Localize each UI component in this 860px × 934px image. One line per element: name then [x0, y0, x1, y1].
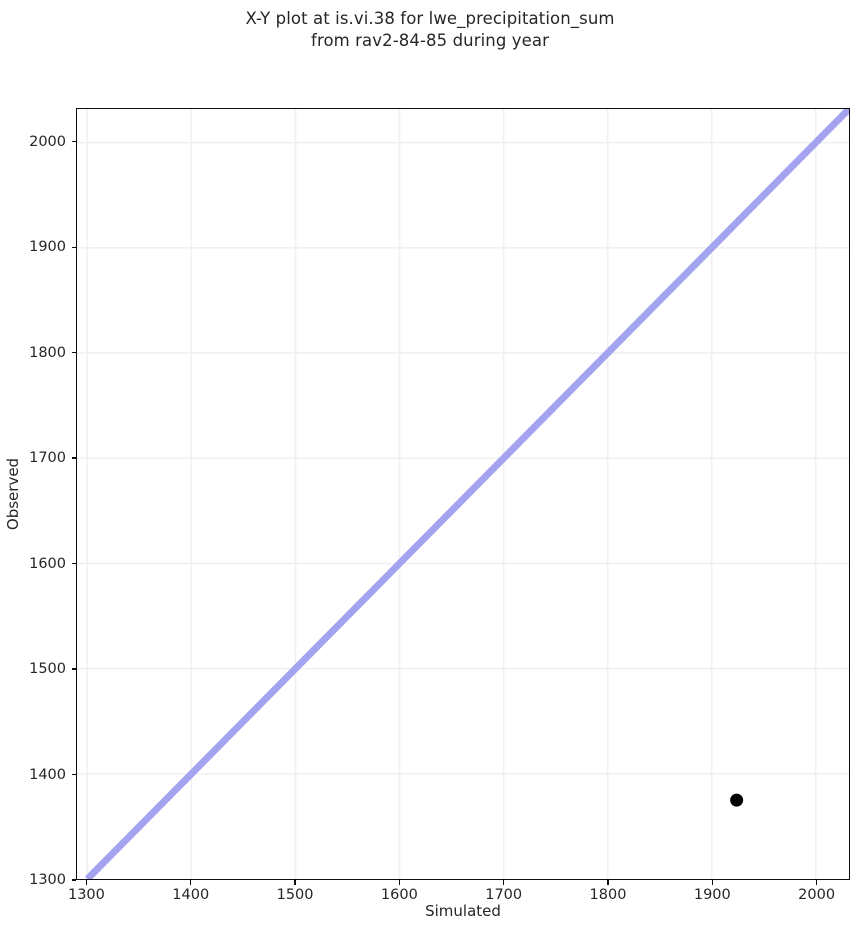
x-tick-mark: [711, 880, 713, 885]
x-tick-label: 1500: [276, 887, 314, 903]
plot-svg: [77, 109, 849, 879]
x-tick-label: 1400: [172, 887, 210, 903]
x-tick-mark: [815, 880, 818, 885]
y-tick-mark: [71, 246, 76, 248]
x-tick-label: 1700: [485, 887, 523, 903]
data-points: [730, 793, 744, 807]
one-to-one-reference-line: [84, 109, 849, 879]
gridlines: [77, 109, 849, 879]
x-tick-mark: [294, 880, 296, 885]
y-tick-label: 1700: [29, 450, 66, 467]
y-tick-label: 1600: [29, 555, 66, 572]
y-tick-label: 2000: [29, 133, 66, 150]
y-tick-label: 1900: [29, 239, 66, 256]
y-tick-mark: [71, 457, 76, 459]
x-tick-mark: [607, 880, 609, 885]
x-axis-title: Simulated: [425, 902, 501, 920]
x-tick-label: 1900: [693, 887, 731, 903]
y-tick-label: 1400: [29, 766, 66, 783]
y-tick-label: 1300: [29, 872, 66, 888]
y-tick-mark: [71, 879, 76, 881]
x-tick-mark: [85, 880, 88, 885]
reference-line: [84, 109, 849, 879]
y-tick-mark: [71, 352, 76, 354]
x-tick-mark: [398, 880, 401, 885]
y-axis-title: Observed: [4, 457, 22, 531]
x-tick-mark: [503, 880, 505, 885]
page-title: X-Y plot at is.vi.38 for lwe_precipitati…: [245, 9, 615, 50]
y-tick-mark: [71, 141, 76, 143]
x-tick-label: 1800: [589, 887, 627, 903]
y-tick-mark: [71, 668, 76, 670]
x-tick-mark: [190, 880, 192, 885]
x-tick-label: 1600: [380, 887, 418, 903]
y-tick-mark: [71, 562, 76, 565]
y-tick-mark: [71, 773, 76, 776]
x-tick-label: 1300: [67, 887, 105, 903]
y-tick-label: 1500: [29, 661, 66, 678]
plot-area: [76, 108, 850, 880]
data-point-marker: [730, 793, 744, 807]
x-tick-label: 2000: [798, 887, 836, 903]
y-tick-label: 1800: [29, 344, 66, 361]
